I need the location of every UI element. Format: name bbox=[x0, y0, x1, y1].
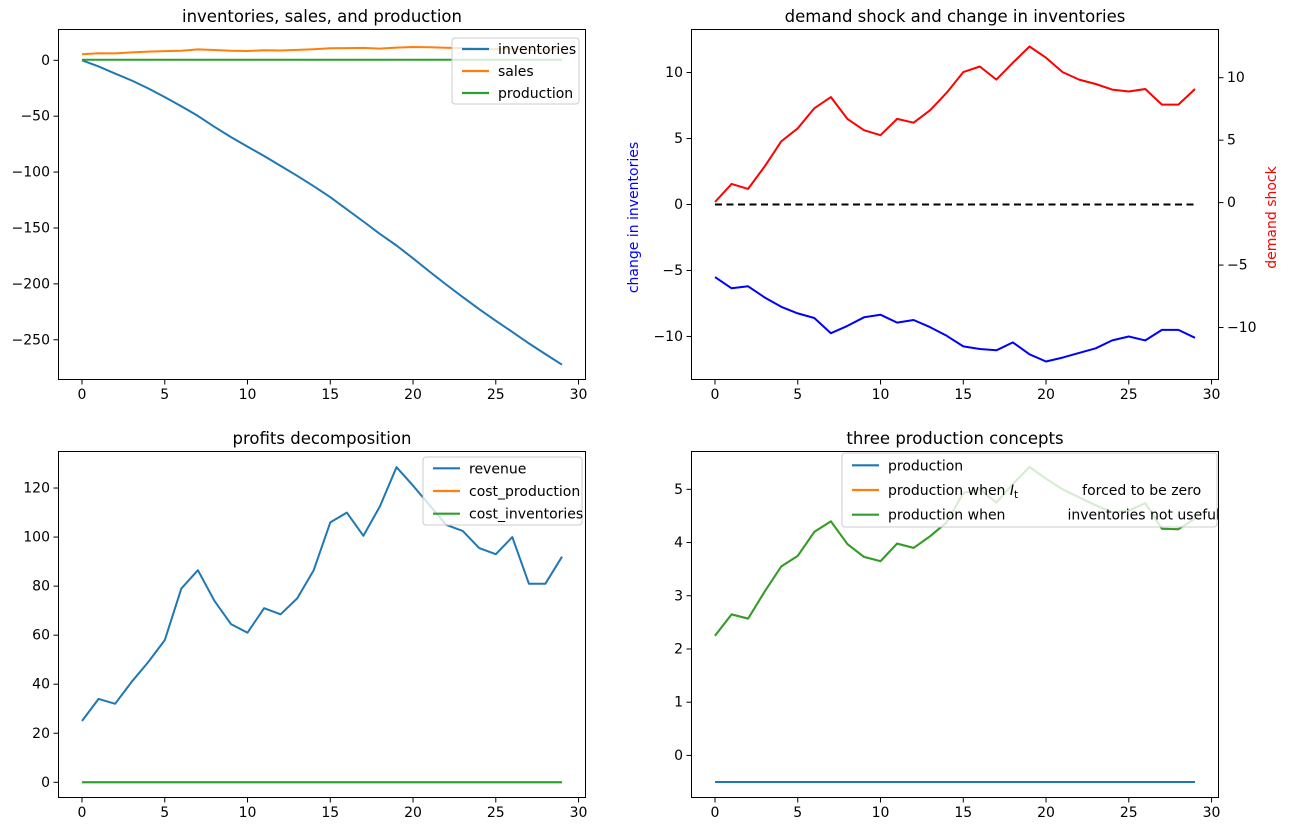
x-tick-label: 15 bbox=[954, 387, 972, 403]
y-tick-label: 100 bbox=[23, 530, 50, 546]
legend-label: sales bbox=[498, 64, 534, 80]
y-tick-label: 3 bbox=[674, 588, 683, 604]
x-tick-label: 15 bbox=[321, 387, 339, 403]
legend-box bbox=[422, 456, 583, 526]
y-tick-label: −5 bbox=[662, 263, 683, 279]
chart-title-top-right: demand shock and change in inventories bbox=[785, 7, 1126, 26]
x-tick-label: 0 bbox=[711, 387, 720, 403]
legend-top-left: inventories sales production bbox=[451, 37, 580, 105]
ylabel-right: demand shock bbox=[1264, 165, 1280, 268]
y-tick-label: 0 bbox=[674, 197, 683, 213]
x-tick-label: 20 bbox=[1037, 387, 1055, 403]
series-inventories-line bbox=[81, 59, 563, 366]
axes-spine bbox=[691, 451, 1219, 798]
y-tick-label: −150 bbox=[12, 220, 50, 236]
y-tick-label: 0 bbox=[41, 775, 50, 791]
y-tick-right-label: 10 bbox=[1227, 70, 1245, 86]
x-tick-label: 5 bbox=[793, 387, 802, 403]
x-tick-label: 5 bbox=[793, 805, 802, 821]
legend-label: inventories bbox=[498, 42, 576, 58]
legend-label: production when inventories not useful bbox=[888, 508, 1220, 524]
y-tick-label: −250 bbox=[12, 332, 50, 348]
x-tick-label: 25 bbox=[1120, 805, 1138, 821]
y-tick-label: 0 bbox=[41, 53, 50, 69]
y-tick-label: 40 bbox=[32, 677, 50, 693]
y-tick-label: 4 bbox=[674, 535, 683, 551]
chart-title-bottom-right: three production concepts bbox=[846, 429, 1063, 448]
x-tick-label: 30 bbox=[570, 805, 588, 821]
x-tick-label: 20 bbox=[404, 387, 422, 403]
y-tick-label: 60 bbox=[32, 628, 50, 644]
y-tick-right-label: −10 bbox=[1227, 320, 1257, 336]
legend-label: production bbox=[498, 86, 573, 102]
legend-label: revenue bbox=[469, 461, 526, 477]
y-tick-label: 2 bbox=[674, 641, 683, 657]
y-tick-right-label: 0 bbox=[1227, 195, 1236, 211]
x-tick-label: 0 bbox=[711, 805, 720, 821]
x-tick-label: 10 bbox=[239, 805, 257, 821]
subplot-top-right: 0 5 10 15 20 25 30 10 5 0 −5 −10 10 5 0 −5 −10 demand sho… bbox=[626, 7, 1280, 403]
x-tick-label: 30 bbox=[1203, 805, 1221, 821]
series-demand-shock-line bbox=[714, 45, 1196, 203]
x-tick-label: 30 bbox=[1203, 387, 1221, 403]
series-change-in-inventories-line bbox=[714, 276, 1196, 363]
chart-title-bottom-left: profits decomposition bbox=[233, 429, 412, 448]
ylabel-left: change in inventories bbox=[626, 142, 642, 293]
legend-box bbox=[841, 452, 1218, 528]
x-tick-label: 10 bbox=[239, 387, 257, 403]
x-tick-label: 0 bbox=[78, 805, 87, 821]
x-tick-label: 5 bbox=[160, 387, 169, 403]
subplot-top-left: 0 5 10 15 20 25 30 0 −50 −100 −150 −200 −250 inventor… bbox=[12, 7, 588, 403]
series-revenue-line bbox=[81, 466, 563, 722]
x-tick-label: 25 bbox=[487, 805, 505, 821]
y-tick-label: −200 bbox=[12, 276, 50, 292]
y-tick-label: 20 bbox=[32, 726, 50, 742]
axes-spine bbox=[691, 29, 1219, 380]
y-tick-label: 0 bbox=[674, 748, 683, 764]
y-tick-label: −50 bbox=[20, 109, 50, 125]
legend-label: production bbox=[888, 458, 963, 474]
legend-label: cost_inventories bbox=[469, 507, 583, 523]
y-tick-label: 80 bbox=[32, 579, 50, 595]
y-tick-label: −100 bbox=[12, 165, 50, 181]
legend-box bbox=[451, 37, 580, 105]
y-tick-right-label: −5 bbox=[1227, 258, 1248, 274]
x-tick-label: 20 bbox=[1037, 805, 1055, 821]
x-tick-label: 20 bbox=[404, 805, 422, 821]
subplot-bottom-left: 0 5 10 15 20 25 30 0 20 40 60 80 100 120 profits decom… bbox=[23, 429, 587, 821]
x-tick-label: 10 bbox=[872, 387, 890, 403]
subplot-bottom-right: 0 5 10 15 20 25 30 0 1 2 3 4 5 three production conce… bbox=[674, 429, 1220, 821]
x-tick-label: 10 bbox=[872, 805, 890, 821]
y-tick-label: 5 bbox=[674, 482, 683, 498]
y-tick-label: 5 bbox=[674, 131, 683, 147]
x-tick-label: 25 bbox=[487, 387, 505, 403]
y-tick-label: 1 bbox=[674, 695, 683, 711]
y-tick-label: 120 bbox=[23, 481, 50, 497]
x-tick-label: 5 bbox=[160, 805, 169, 821]
y-tick-label: −10 bbox=[653, 329, 683, 345]
legend-label: cost_production bbox=[469, 484, 580, 500]
axes-spine bbox=[58, 451, 586, 798]
legend-bottom-right: production production when It forced to be… bbox=[841, 452, 1220, 528]
legend-label: production when It forced to be zero bbox=[888, 483, 1201, 501]
x-tick-label: 0 bbox=[78, 387, 87, 403]
chart-title-top-left: inventories, sales, and production bbox=[182, 7, 462, 26]
x-tick-label: 30 bbox=[570, 387, 588, 403]
y-tick-label: 10 bbox=[665, 65, 683, 81]
x-tick-label: 15 bbox=[954, 805, 972, 821]
y-tick-right-label: 5 bbox=[1227, 133, 1236, 149]
legend-bottom-left: revenue cost_production cost_inventories bbox=[422, 456, 583, 526]
x-tick-label: 25 bbox=[1120, 387, 1138, 403]
x-tick-label: 15 bbox=[321, 805, 339, 821]
axes-spine bbox=[58, 29, 586, 380]
